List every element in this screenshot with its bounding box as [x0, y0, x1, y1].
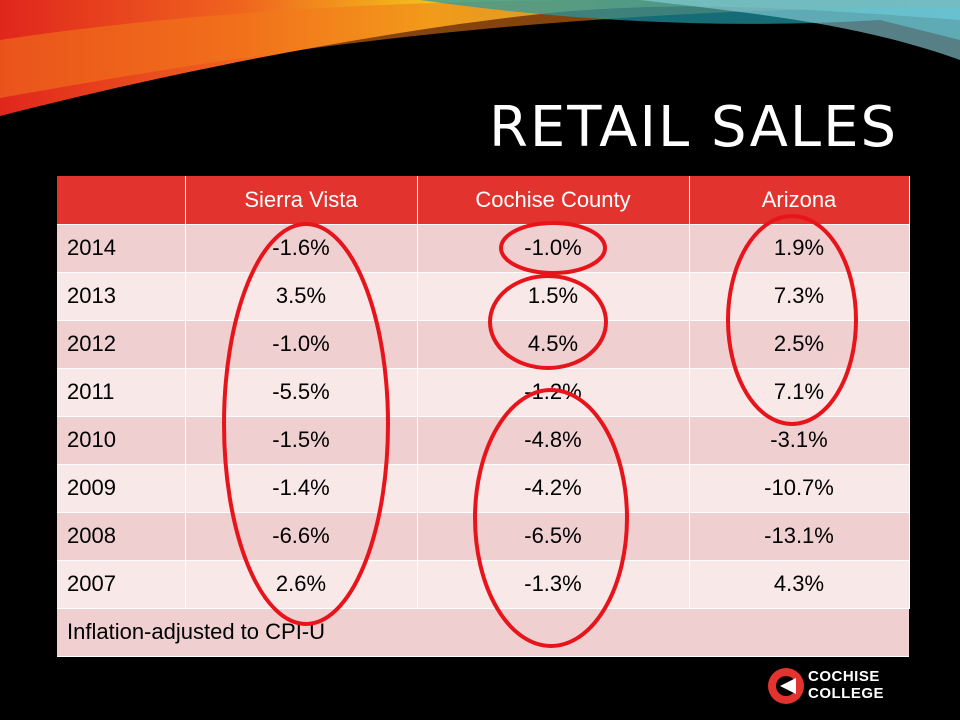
table-row: 2014 -1.6% -1.0% 1.9%: [57, 224, 910, 272]
arizona-cell: 2.5%: [689, 320, 910, 368]
cochise-county-cell: -4.8%: [417, 416, 690, 464]
table-footnote-row: Inflation-adjusted to CPI-U: [57, 608, 909, 656]
header-arizona: Arizona: [689, 176, 910, 224]
year-cell: 2014: [57, 224, 186, 272]
cochise-college-logo-text: COCHISE COLLEGE: [808, 668, 884, 702]
cochise-college-logo-icon: [768, 668, 804, 704]
table-row: 2010 -1.5% -4.8% -3.1%: [57, 416, 910, 464]
arizona-cell: 7.3%: [689, 272, 910, 320]
cochise-county-cell: 1.5%: [417, 272, 690, 320]
footnote: Inflation-adjusted to CPI-U: [57, 608, 909, 656]
sierra-vista-cell: 3.5%: [185, 272, 418, 320]
sierra-vista-cell: -1.6%: [185, 224, 418, 272]
table-header-row: Sierra Vista Cochise County Arizona: [57, 176, 910, 224]
sierra-vista-cell: -6.6%: [185, 512, 418, 560]
arizona-cell: -3.1%: [689, 416, 910, 464]
sierra-vista-cell: -5.5%: [185, 368, 418, 416]
cochise-county-cell: -6.5%: [417, 512, 690, 560]
slide-title: RETAIL SALES: [489, 95, 898, 160]
sierra-vista-cell: 2.6%: [185, 560, 418, 608]
arizona-cell: 7.1%: [689, 368, 910, 416]
sierra-vista-cell: -1.5%: [185, 416, 418, 464]
year-cell: 2008: [57, 512, 186, 560]
year-cell: 2007: [57, 560, 186, 608]
year-cell: 2009: [57, 464, 186, 512]
sierra-vista-cell: -1.4%: [185, 464, 418, 512]
table-row: 2007 2.6% -1.3% 4.3%: [57, 560, 910, 608]
logo-line2: COLLEGE: [808, 685, 885, 702]
cochise-county-cell: -1.0%: [417, 224, 690, 272]
table-row: 2012 -1.0% 4.5% 2.5%: [57, 320, 910, 368]
table-row: 2009 -1.4% -4.2% -10.7%: [57, 464, 910, 512]
table-row: 2013 3.5% 1.5% 7.3%: [57, 272, 910, 320]
sierra-vista-cell: -1.0%: [185, 320, 418, 368]
cochise-county-cell: -1.3%: [417, 560, 690, 608]
logo-line1: COCHISE: [808, 668, 880, 685]
decorative-banner: [0, 0, 960, 116]
year-cell: 2011: [57, 368, 186, 416]
cochise-county-cell: -1.2%: [417, 368, 690, 416]
cochise-county-cell: 4.5%: [417, 320, 690, 368]
arizona-cell: 4.3%: [689, 560, 910, 608]
arizona-cell: 1.9%: [689, 224, 910, 272]
arizona-cell: -10.7%: [689, 464, 910, 512]
arizona-cell: -13.1%: [689, 512, 910, 560]
header-cochise-county: Cochise County: [417, 176, 690, 224]
table-row: 2008 -6.6% -6.5% -13.1%: [57, 512, 910, 560]
year-cell: 2010: [57, 416, 186, 464]
table-row: 2011 -5.5% -1.2% 7.1%: [57, 368, 910, 416]
header-cell-blank: [57, 176, 186, 224]
cochise-county-cell: -4.2%: [417, 464, 690, 512]
header-sierra-vista: Sierra Vista: [185, 176, 418, 224]
year-cell: 2012: [57, 320, 186, 368]
retail-sales-table: Sierra Vista Cochise County Arizona 2014…: [57, 176, 910, 657]
year-cell: 2013: [57, 272, 186, 320]
